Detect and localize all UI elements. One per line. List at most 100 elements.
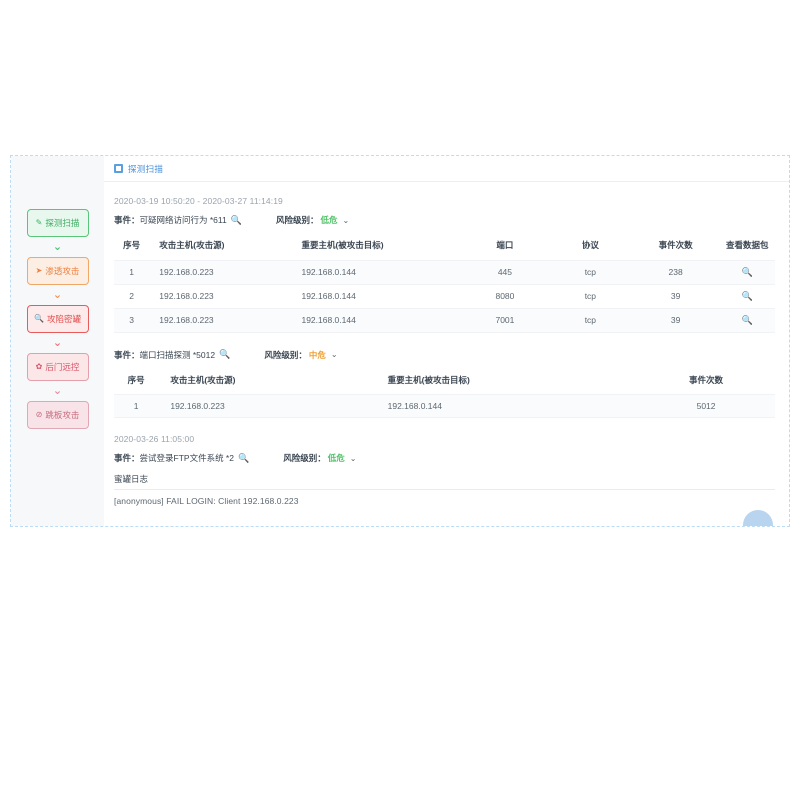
chevron-down-icon[interactable]: ⌄: [349, 453, 357, 463]
chevron-down-icon[interactable]: ⌄: [342, 215, 350, 225]
cell-port: 7001: [460, 307, 549, 333]
event-label: 事件：: [114, 453, 140, 464]
view-packet-icon[interactable]: 🔍: [719, 259, 775, 285]
cell-port: 8080: [460, 283, 549, 309]
column-header-target: 重要主机(被攻击目标): [387, 374, 470, 385]
event-label: 事件：: [114, 215, 140, 225]
attack-stage-rail: ✎ 探测扫描 ⌄ ➤ 渗透攻击 ⌄ 🔍 攻陷密罐 ⌄ ✿ 后门远控 ⌄ ⊘ 跳板…: [11, 156, 104, 526]
cell-target: 192.168.0.144: [291, 307, 461, 333]
risk-level-group: 风险级别： 中危 ⌄: [264, 349, 337, 361]
table-header-row: 序号 攻击主机(攻击源) 重要主机(被攻击目标) 事件次数: [114, 373, 775, 395]
cell-index: 1: [114, 259, 150, 285]
page-title: 探测扫描: [128, 163, 164, 174]
column-header-count: 事件次数: [658, 240, 693, 250]
column-header-port: 端口: [496, 240, 514, 250]
pencil-icon: ✎: [35, 218, 43, 227]
event-summary-row: 事件： 端口扫描探测 *5012 🔍 风险级别： 中危 ⌄: [114, 349, 775, 361]
magnifier-icon: 🔍: [34, 314, 44, 323]
event-timestamp: 2020-03-19 10:50:20 - 2020-03-27 11:14:1…: [114, 196, 283, 206]
search-icon[interactable]: 🔍: [237, 452, 250, 463]
table-row: 1 192.168.0.223 192.168.0.144 5012: [114, 394, 775, 419]
column-header-packets: 查看数据包: [725, 240, 769, 250]
risk-level-group: 风险级别： 低危 ⌄: [283, 452, 356, 464]
event-name: 可疑网络访问行为 *611: [139, 215, 227, 225]
paper-plane-icon: ➤: [35, 266, 43, 275]
cell-count: 238: [631, 259, 720, 285]
column-header-protocol: 协议: [581, 240, 599, 250]
scroll-region[interactable]: 2020-03-19 10:50:20 - 2020-03-27 11:14:1…: [104, 182, 789, 506]
event-table: 序号 攻击主机(攻击源) 重要主机(被攻击目标) 事件次数 1 192.168.…: [114, 373, 775, 419]
risk-label: 风险级别：: [275, 215, 319, 225]
ban-icon: ⊘: [35, 410, 43, 419]
search-icon[interactable]: 🔍: [230, 214, 242, 225]
square-outline-icon: [114, 164, 123, 173]
table-header-row: 序号 攻击主机(攻击源) 重要主机(被攻击目标) 端口 协议 事件次数 查看数据…: [114, 238, 775, 260]
cell-source: 192.168.0.223: [158, 394, 376, 419]
chevron-down-icon: ⌄: [52, 336, 63, 349]
scroll-to-top-button[interactable]: [743, 510, 773, 526]
sidebar-item-label: 渗透攻击: [45, 265, 80, 276]
column-header-target: 重要主机(被攻击目标): [301, 240, 384, 250]
sidebar-item-detection-scan[interactable]: ✎ 探测扫描: [26, 209, 89, 237]
table-row: 3 192.168.0.223 192.168.0.144 7001 tcp 3…: [114, 307, 775, 333]
event-section: 2020-03-26 11:05:00 事件： 尝试登录FTP文件系统 *2 🔍…: [114, 434, 775, 506]
chevron-down-icon[interactable]: ⌄: [330, 350, 338, 360]
cell-count: 39: [631, 283, 720, 309]
event-table: 序号 攻击主机(攻击源) 重要主机(被攻击目标) 端口 协议 事件次数 查看数据…: [114, 238, 775, 333]
column-header-index: 序号: [123, 240, 141, 250]
cell-count: 39: [631, 307, 720, 333]
table-row: 1 192.168.0.223 192.168.0.144 445 tcp 23…: [114, 259, 775, 285]
risk-label: 风险级别：: [264, 349, 307, 360]
view-packet-icon[interactable]: 🔍: [719, 307, 775, 333]
honeypot-log-line: [anonymous] FAIL LOGIN: Client 192.168.0…: [114, 496, 299, 507]
event-timestamp: 2020-03-26 11:05:00: [114, 434, 195, 445]
status-badge: 低危: [327, 453, 345, 464]
cell-source: 192.168.0.223: [149, 259, 292, 285]
content-header: 探测扫描: [104, 156, 789, 182]
chevron-down-icon: ⌄: [52, 384, 63, 397]
event-summary-row: 事件： 尝试登录FTP文件系统 *2 🔍 风险级别： 低危 ⌄: [114, 452, 775, 464]
event-label: 事件：: [114, 349, 140, 360]
cell-protocol: tcp: [548, 259, 632, 285]
cell-index: 1: [114, 394, 159, 419]
column-header-index: 序号: [127, 374, 145, 385]
cell-count: 5012: [637, 394, 775, 419]
cell-target: 192.168.0.144: [291, 259, 461, 285]
sidebar-item-label: 攻陷密罐: [46, 313, 81, 324]
sidebar-item-penetration-attack[interactable]: ➤ 渗透攻击: [26, 257, 89, 285]
view-packet-icon[interactable]: 🔍: [719, 283, 775, 309]
table-row: 2 192.168.0.223 192.168.0.144 8080 tcp 3…: [114, 283, 775, 309]
column-header-source: 攻击主机(攻击源): [170, 374, 236, 385]
sidebar-item-label: 探测扫描: [45, 217, 80, 228]
honeypot-log-title: 蜜罐日志: [114, 473, 775, 491]
cell-target: 192.168.0.144: [291, 283, 461, 309]
event-name: 端口扫描探测 *5012: [139, 349, 216, 360]
search-icon[interactable]: 🔍: [219, 349, 231, 360]
event-summary-row: 事件： 可疑网络访问行为 *611 🔍 风险级别： 低危 ⌄: [114, 214, 775, 226]
cell-index: 3: [114, 307, 150, 333]
cell-protocol: tcp: [548, 307, 632, 333]
risk-label: 风险级别：: [283, 453, 326, 464]
cell-target: 192.168.0.144: [375, 394, 638, 419]
sidebar-item-backdoor-remote-control[interactable]: ✿ 后门远控: [26, 353, 89, 381]
sidebar-item-label: 后门远控: [45, 361, 80, 372]
chevron-down-icon: ⌄: [52, 240, 63, 253]
gears-icon: ✿: [35, 362, 43, 371]
sidebar-item-honeypot-compromise[interactable]: 🔍 攻陷密罐: [26, 305, 89, 333]
chevron-down-icon: ⌄: [52, 288, 63, 301]
sidebar-item-label: 跳板攻击: [45, 409, 80, 420]
status-badge: 低危: [320, 215, 338, 225]
column-header-count: 事件次数: [689, 374, 724, 385]
event-name: 尝试登录FTP文件系统 *2: [139, 453, 234, 464]
event-section: 2020-03-19 10:50:20 - 2020-03-27 11:14:1…: [114, 196, 775, 333]
cell-source: 192.168.0.223: [149, 283, 292, 309]
cell-port: 445: [460, 259, 549, 285]
attack-chain-panel: ✎ 探测扫描 ⌄ ➤ 渗透攻击 ⌄ 🔍 攻陷密罐 ⌄ ✿ 后门远控 ⌄ ⊘ 跳板…: [10, 155, 790, 527]
main-content: 探测扫描 2020-03-19 10:50:20 - 2020-03-27 11…: [104, 156, 789, 526]
event-section: 事件： 端口扫描探测 *5012 🔍 风险级别： 中危 ⌄ 序号 攻击主机(攻击…: [114, 349, 775, 419]
cell-protocol: tcp: [548, 283, 632, 309]
cell-source: 192.168.0.223: [149, 307, 292, 333]
status-badge: 中危: [308, 349, 326, 360]
column-header-source: 攻击主机(攻击源): [159, 240, 225, 250]
sidebar-item-pivot-attack[interactable]: ⊘ 跳板攻击: [26, 401, 89, 429]
